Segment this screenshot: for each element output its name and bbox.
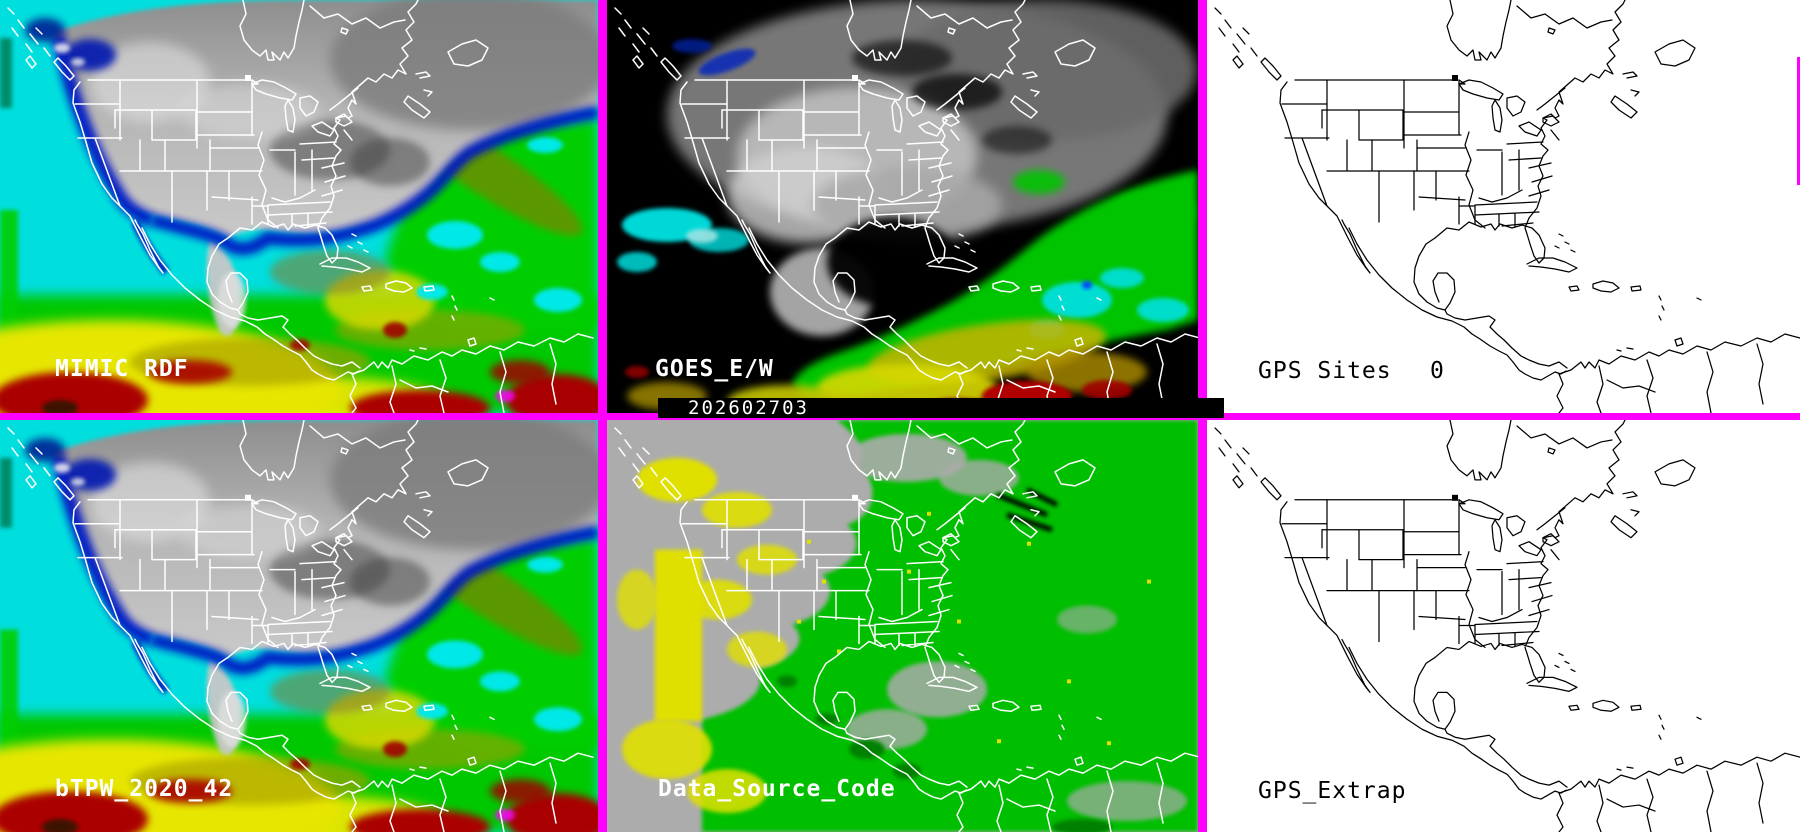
gps-sites-count: 0 bbox=[1430, 358, 1444, 384]
panel-label-mimic-rdf: MIMIC RDF bbox=[55, 356, 189, 382]
right-edge-border-artifact bbox=[1797, 57, 1800, 185]
panel-data-source-code: Data_Source_Code bbox=[607, 420, 1198, 832]
tpw-imagery bbox=[0, 0, 598, 413]
btpw-imagery bbox=[0, 420, 598, 832]
panel-goes-ew: GOES_E/W bbox=[607, 0, 1198, 413]
panel-label-gps-extrap: GPS_Extrap bbox=[1258, 778, 1407, 804]
panel-label-goes-ew: GOES_E/W bbox=[655, 356, 774, 382]
panel-gps-extrap: GPS_Extrap bbox=[1207, 420, 1800, 832]
panel-btpw: bTPW_2020_42 bbox=[0, 420, 598, 832]
panel-gps-sites: GPS Sites 0 bbox=[1207, 0, 1800, 413]
data-source-imagery bbox=[607, 420, 1198, 832]
goes-imagery bbox=[607, 0, 1198, 413]
panel-label-data-source-code: Data_Source_Code bbox=[658, 776, 896, 802]
panel-label-gps-sites: GPS Sites bbox=[1258, 358, 1392, 384]
panel-mimic-rdf: MIMIC RDF bbox=[0, 0, 598, 413]
timestamp-bar: 202602703 bbox=[658, 398, 1224, 418]
panel-label-btpw: bTPW_2020_42 bbox=[55, 776, 234, 802]
gps-extrap-map bbox=[1207, 420, 1800, 832]
gps-sites-map bbox=[1207, 0, 1800, 413]
